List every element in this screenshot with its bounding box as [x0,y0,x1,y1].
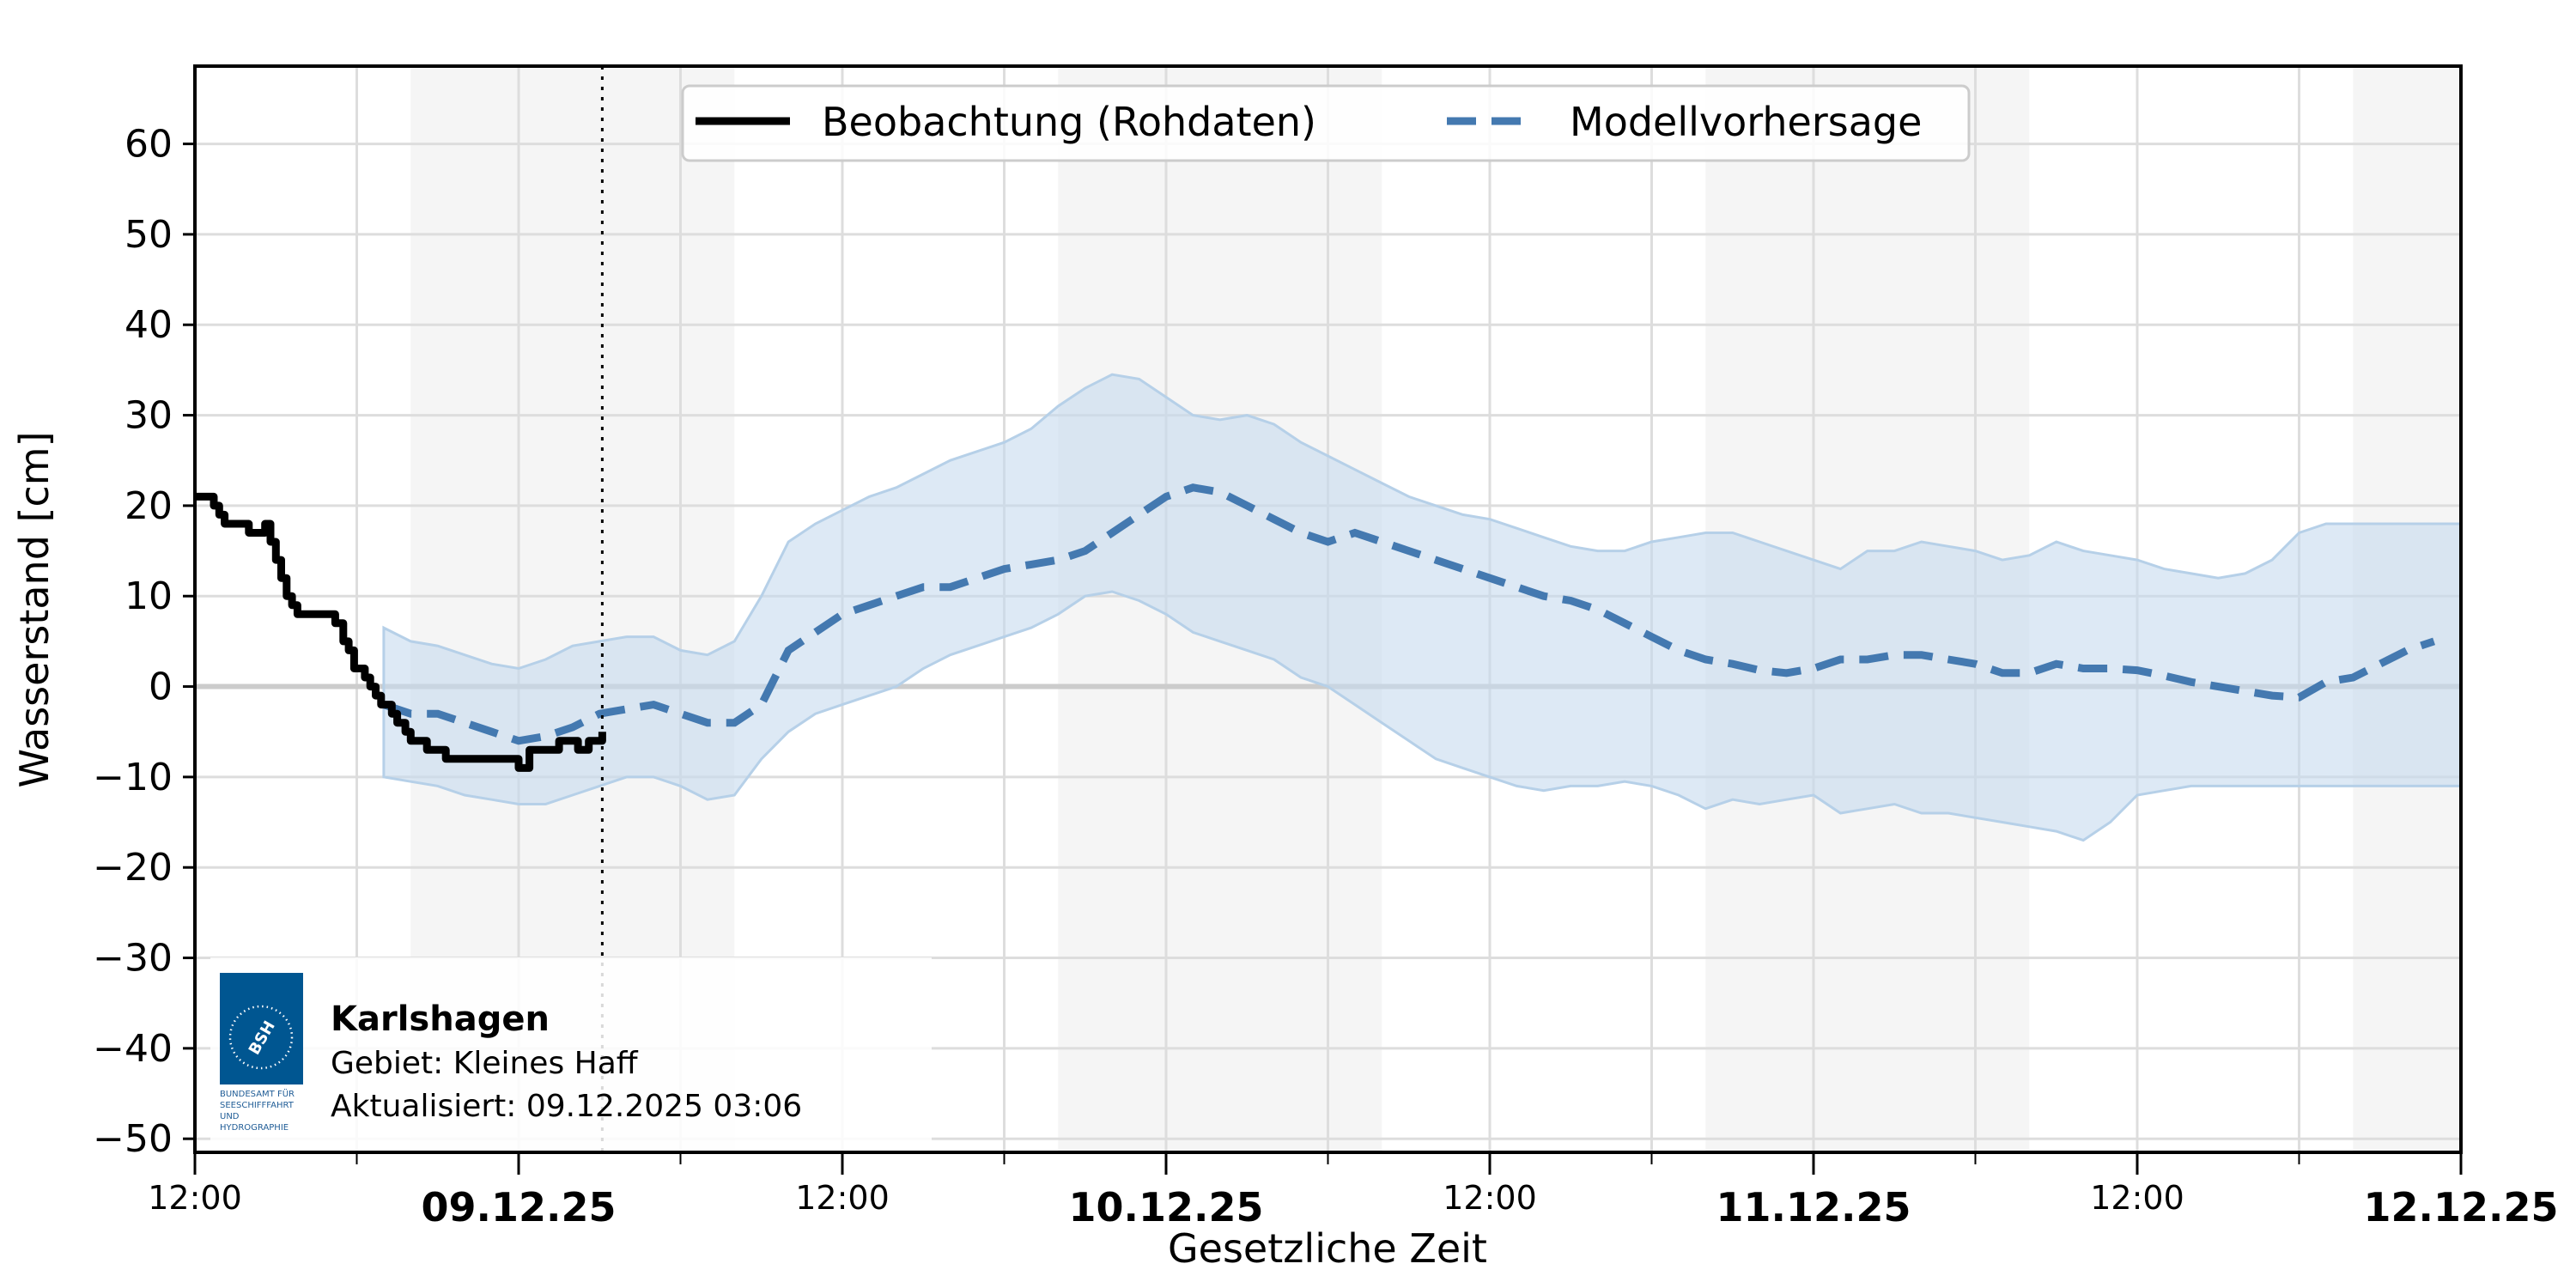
bsh-logo: BSH BUNDESAMT FÜR SEESCHIFFFAHRT UND HYD… [220,973,303,1133]
y-axis: 60 50 40 30 20 10 0 −10 −20 −30 −40 −50 [93,123,195,1161]
updated-timestamp: Aktualisiert: 09.12.2025 03:06 [331,1089,802,1124]
y-tick-label: −10 [93,756,173,799]
logo-caption-line: BUNDESAMT FÜR [220,1088,295,1099]
legend-label-forecast: Modellvorhersage [1570,99,1922,145]
y-tick-label: 50 [125,213,173,257]
x-date-label: 10.12.25 [1069,1184,1264,1230]
y-tick-label: 20 [125,484,173,528]
x-axis-title: Gesetzliche Zeit [1168,1225,1487,1272]
legend-label-observation: Beobachtung (Rohdaten) [822,99,1316,145]
y-tick-label: −40 [93,1027,173,1071]
station-info-box: BSH BUNDESAMT FÜR SEESCHIFFFAHRT UND HYD… [210,957,932,1151]
x-date-label: 11.12.25 [1716,1184,1911,1230]
y-tick-label: −30 [93,937,173,981]
x-date-label: 12.12.25 [2364,1184,2559,1230]
logo-caption-line: SEESCHIFFFAHRT [220,1101,295,1110]
x-time-label: 12:00 [795,1179,890,1217]
y-tick-label: 0 [149,665,173,709]
logo-caption-line: HYDROGRAPHIE [220,1123,289,1133]
y-tick-label: 30 [125,394,173,438]
y-tick-label: 40 [125,303,173,347]
y-tick-label: −50 [93,1117,173,1161]
y-tick-label: 10 [125,574,173,618]
station-area: Gebiet: Kleines Haff [331,1046,639,1081]
logo-caption-line: UND [220,1112,240,1121]
x-time-label: 12:00 [148,1179,242,1217]
station-name: Karlshagen [331,999,550,1039]
y-tick-label: 60 [125,123,173,167]
legend: Beobachtung (Rohdaten) Modellvorhersage [681,84,1971,162]
y-tick-label: −20 [93,846,173,890]
observation-line [195,492,606,772]
x-time-label: 12:00 [1443,1179,1537,1217]
y-axis-title: Wasserstand [cm] [11,431,58,787]
x-axis: 12:00 09.12.25 12:00 10.12.25 12:00 11.12.25 1… [148,1152,2559,1230]
forecast-line [382,483,2436,745]
x-date-label: 09.12.25 [422,1184,617,1230]
x-time-label: 12:00 [2090,1179,2184,1217]
